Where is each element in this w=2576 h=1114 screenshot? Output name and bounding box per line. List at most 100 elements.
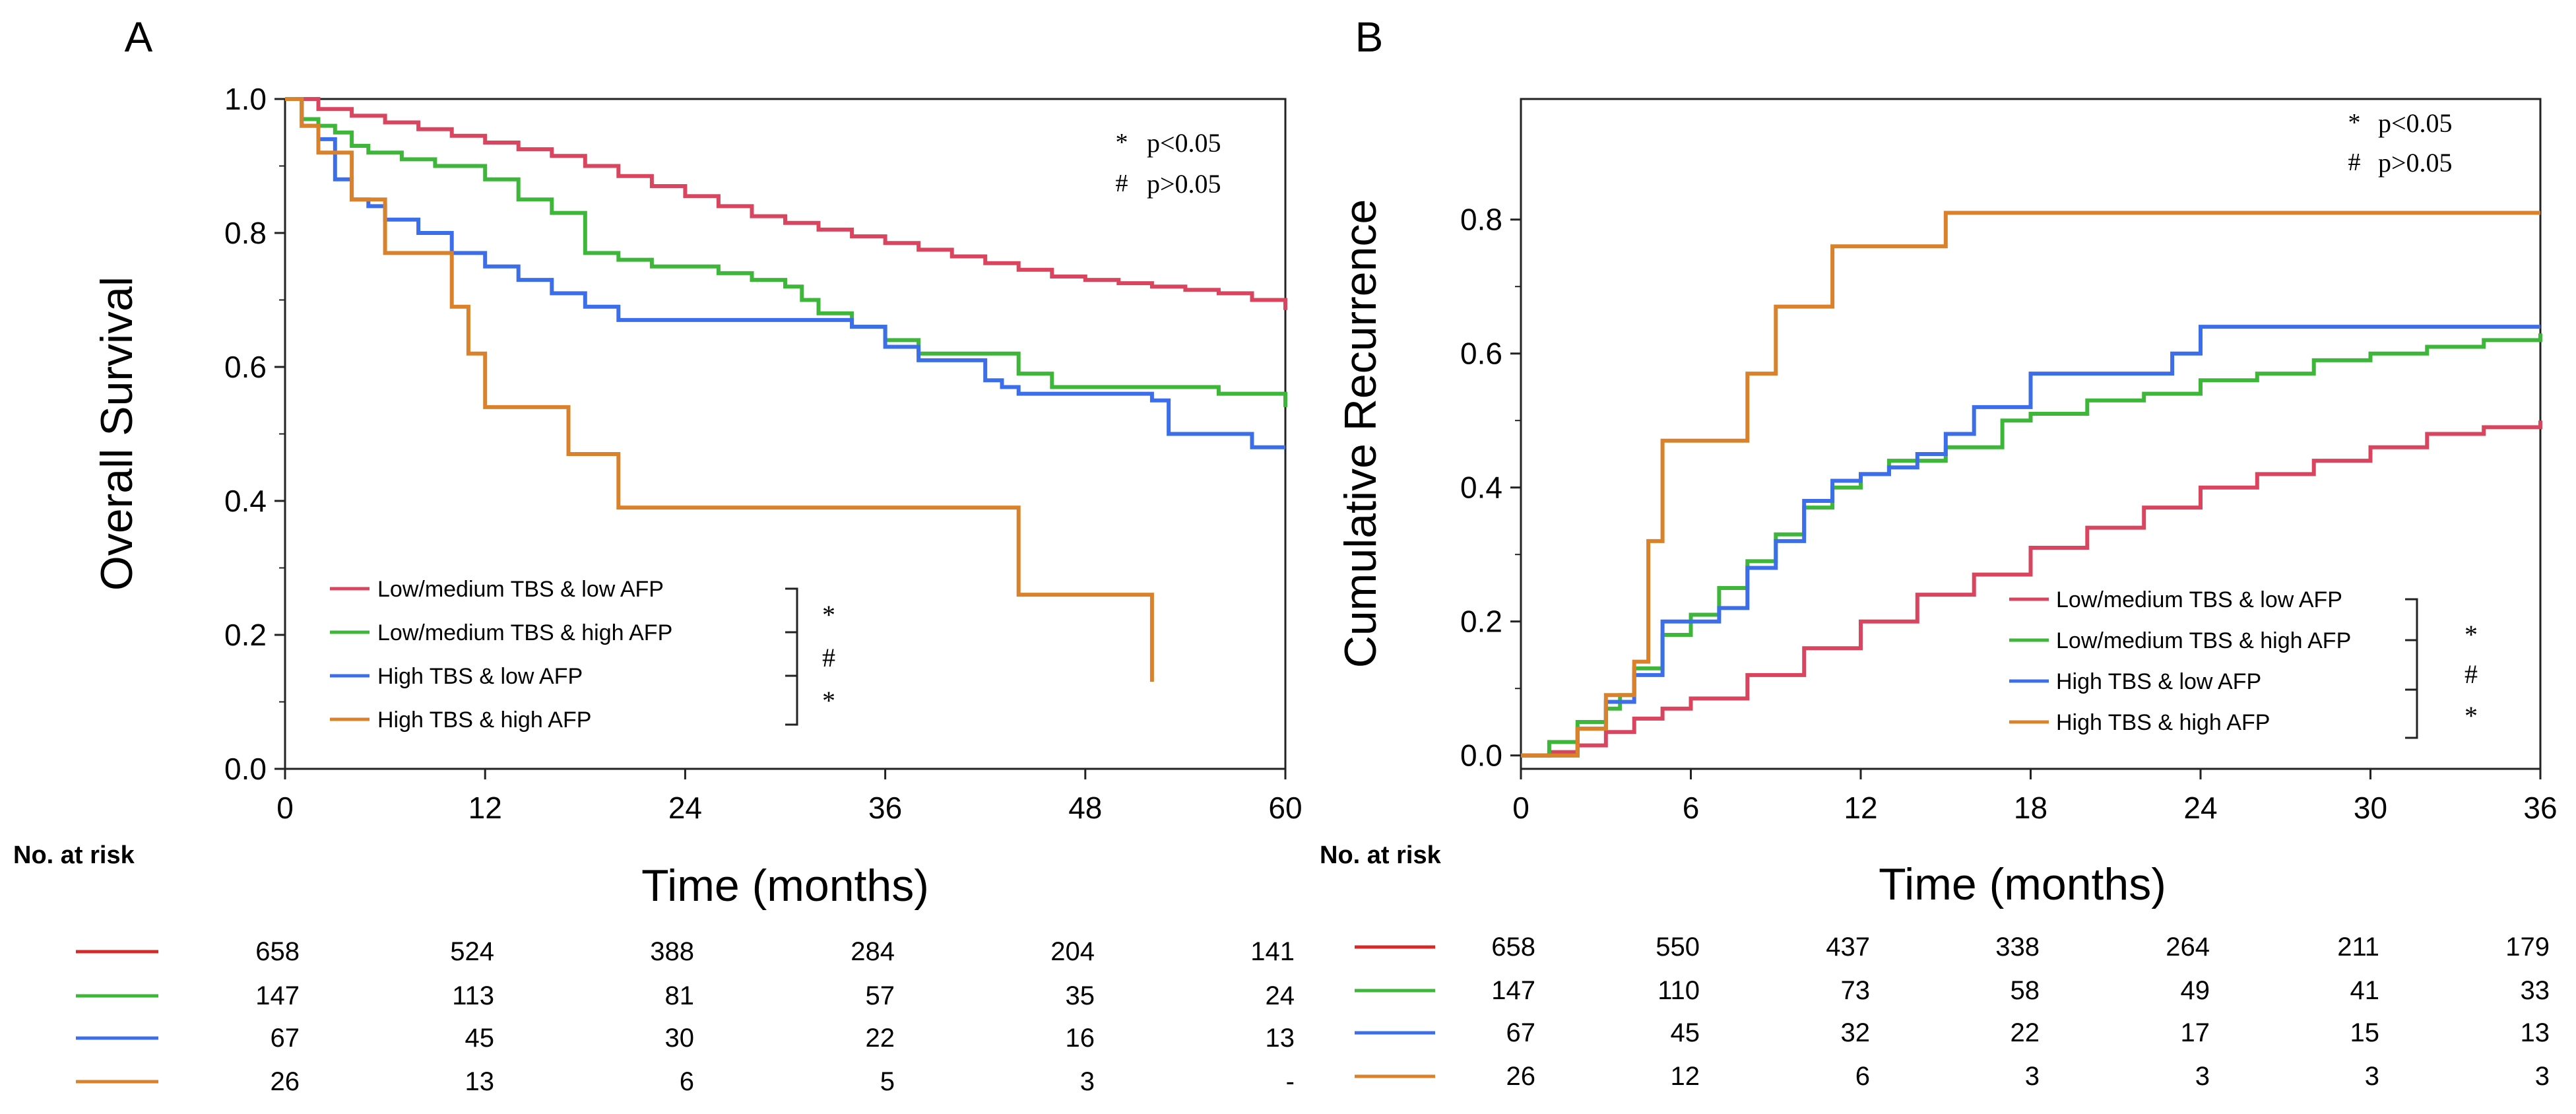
risk-count-b-3-0: 26 xyxy=(1506,1062,1536,1091)
risk-count-b-0-0: 658 xyxy=(1491,933,1535,962)
risk-count-a-2-3: 22 xyxy=(866,1024,895,1053)
series-line-b-3 xyxy=(1521,211,2540,758)
legend-label-a-2: High TBS & low AFP xyxy=(377,664,583,689)
y-tick-label-a-3: 0.6 xyxy=(224,350,267,384)
series-line-b-0 xyxy=(1521,420,2542,758)
x-tick-label-b-1: 6 xyxy=(1683,791,1700,825)
risk-count-a-3-0: 26 xyxy=(271,1067,300,1096)
hash-text-a: p>0.05 xyxy=(1147,169,1221,199)
legend-b: Low/medium TBS & low AFP Low/medium TBS … xyxy=(2009,587,2478,739)
y-tick-label-b-4: 0.8 xyxy=(1460,203,1502,237)
y-tick-label-b-1: 0.2 xyxy=(1460,605,1502,639)
risk-count-b-3-3: 3 xyxy=(2025,1062,2040,1091)
risk-count-a-2-5: 13 xyxy=(1266,1024,1295,1053)
x-tick-label-b-0: 0 xyxy=(1512,791,1530,825)
comparison-mark-b-1: # xyxy=(2464,659,2478,689)
risk-count-a-3-3: 5 xyxy=(880,1067,895,1096)
risk-table-label-b: No. at risk xyxy=(1320,841,1442,869)
risk-count-a-3-4: 3 xyxy=(1080,1067,1095,1096)
risk-count-b-2-4: 17 xyxy=(2181,1018,2210,1047)
panel-letter-b: B xyxy=(1355,13,1384,61)
panel-a: A 0 12 24 36 48 600.00.20.40.60.81.0 Overall … xyxy=(13,13,1303,1096)
x-tick-label-a-0: 0 xyxy=(276,791,294,825)
x-tick-label-a-4: 48 xyxy=(1068,791,1102,825)
risk-count-a-0-2: 388 xyxy=(650,937,694,966)
risk-count-b-2-1: 45 xyxy=(1671,1018,1700,1047)
risk-count-a-2-4: 16 xyxy=(1066,1024,1095,1053)
risk-count-b-0-4: 264 xyxy=(2166,933,2210,962)
y-tick-label-b-3: 0.6 xyxy=(1460,337,1502,371)
risk-count-b-2-0: 67 xyxy=(1506,1018,1536,1047)
risk-count-a-2-0: 67 xyxy=(271,1024,300,1053)
risk-count-b-2-3: 22 xyxy=(2011,1018,2040,1047)
risk-count-a-3-1: 13 xyxy=(465,1067,495,1096)
comparison-mark-a-1: # xyxy=(822,643,835,672)
x-tick-label-b-4: 24 xyxy=(2183,791,2217,825)
legend-label-a-1: Low/medium TBS & high AFP xyxy=(377,620,672,645)
risk-table-label-a: No. at risk xyxy=(13,841,135,869)
x-axis-label-b: Time (months) xyxy=(1879,859,2166,909)
risk-count-b-1-4: 49 xyxy=(2181,976,2210,1005)
risk-count-b-1-0: 147 xyxy=(1491,976,1535,1005)
y-tick-label-a-1: 0.2 xyxy=(224,618,267,652)
series-line-a-3 xyxy=(285,97,1154,682)
y-tick-label-b-0: 0.0 xyxy=(1460,738,1502,773)
legend-label-b-3: High TBS & high AFP xyxy=(2056,710,2270,735)
risk-count-a-0-5: 141 xyxy=(1250,937,1295,966)
y-tick-label-b-2: 0.4 xyxy=(1460,471,1502,505)
y-tick-label-a-5: 1.0 xyxy=(224,82,267,116)
legend-label-b-0: Low/medium TBS & low AFP xyxy=(2056,587,2342,612)
risk-count-b-0-5: 211 xyxy=(2337,933,2379,962)
panel-b: B 0 6 12 18 24 30 36 0.0 0.2 0.4 0.6 0.8 Cumulative… xyxy=(1320,13,2558,1091)
y-tick-label-a-2: 0.4 xyxy=(224,484,267,518)
star-symbol-a: * xyxy=(1116,129,1128,156)
x-tick-label-a-3: 36 xyxy=(868,791,902,825)
risk-count-b-0-3: 338 xyxy=(1995,933,2040,962)
risk-count-b-3-4: 3 xyxy=(2195,1062,2210,1091)
x-tick-label-a-5: 60 xyxy=(1268,791,1302,825)
x-axis-label-a: Time (months) xyxy=(641,861,929,911)
hash-text-b: p>0.05 xyxy=(2378,148,2453,178)
comparison-bracket-a xyxy=(785,587,798,726)
risk-count-a-3-5: - xyxy=(1286,1067,1295,1096)
risk-count-b-3-6: 3 xyxy=(2535,1062,2550,1091)
risk-count-a-2-1: 45 xyxy=(465,1024,495,1053)
series-group-a xyxy=(285,97,1287,682)
risk-count-b-1-3: 58 xyxy=(2011,976,2040,1005)
risk-count-b-3-5: 3 xyxy=(2365,1062,2379,1091)
risk-count-b-0-2: 437 xyxy=(1826,933,1870,962)
x-tick-label-b-2: 12 xyxy=(1844,791,1877,825)
star-symbol-b: * xyxy=(2348,109,2361,137)
x-tick-label-b-3: 18 xyxy=(2014,791,2047,825)
risk-count-a-3-2: 6 xyxy=(680,1067,694,1096)
y-axis-label-b: Cumulative Recurrence xyxy=(1336,199,1386,669)
hash-symbol-b: # xyxy=(2348,148,2361,176)
legend-label-a-3: High TBS & high AFP xyxy=(377,707,591,733)
comparison-bracket-b xyxy=(2405,598,2418,739)
axis-ticks-b: 0 6 12 18 24 30 36 0.0 0.2 0.4 0.6 0.8 xyxy=(1460,203,2558,825)
x-tick-label-b-6: 36 xyxy=(2523,791,2557,825)
legend-label-b-1: Low/medium TBS & high AFP xyxy=(2056,628,2351,653)
risk-count-b-3-1: 12 xyxy=(1671,1062,1700,1091)
risk-count-b-1-2: 73 xyxy=(1841,976,1871,1005)
risk-count-a-2-2: 30 xyxy=(665,1024,695,1053)
x-tick-label-a-2: 24 xyxy=(668,791,702,825)
y-axis-label-a: Overall Survival xyxy=(92,277,142,591)
risk-count-a-1-4: 35 xyxy=(1066,981,1095,1010)
risk-count-a-0-0: 658 xyxy=(255,937,300,966)
risk-count-a-1-1: 113 xyxy=(452,981,494,1010)
risk-count-b-1-6: 33 xyxy=(2521,976,2550,1005)
x-tick-label-b-5: 30 xyxy=(2354,791,2387,825)
y-tick-label-a-4: 0.8 xyxy=(224,216,267,250)
risk-count-a-0-4: 204 xyxy=(1050,937,1095,966)
hash-symbol-a: # xyxy=(1116,170,1128,197)
star-text-a: p<0.05 xyxy=(1147,128,1221,158)
y-tick-label-a-0: 0.0 xyxy=(224,752,267,786)
risk-count-b-2-5: 15 xyxy=(2350,1018,2380,1047)
series-line-a-0 xyxy=(285,97,1287,310)
risk-count-a-0-1: 524 xyxy=(450,937,494,966)
risk-count-a-1-2: 81 xyxy=(665,981,695,1010)
